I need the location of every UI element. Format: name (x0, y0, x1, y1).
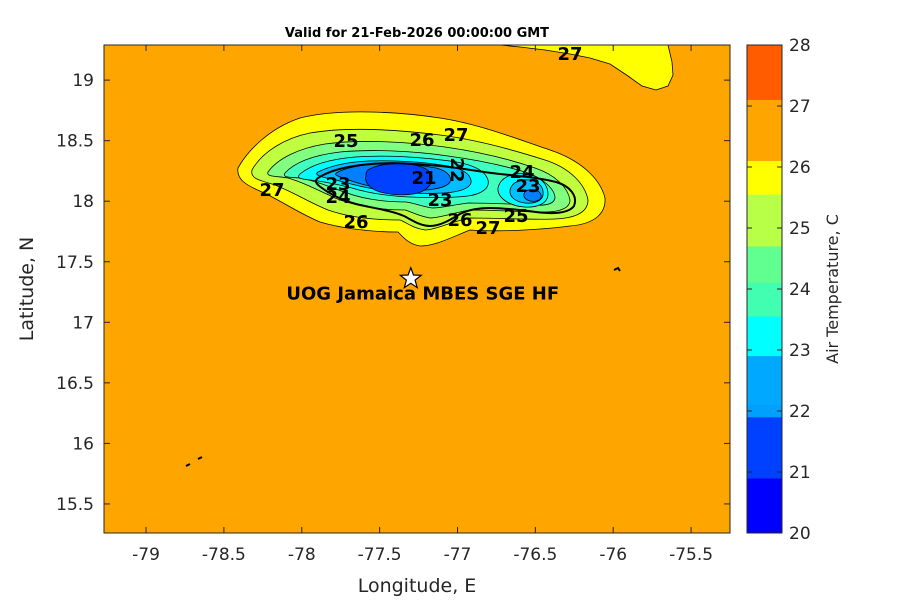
contour-label: 22 (446, 157, 467, 182)
x-tick-label: -77.5 (358, 545, 402, 565)
y-tick-label: 17.5 (56, 253, 94, 273)
x-tick-label: -79 (132, 545, 160, 565)
x-tick-label: -75.5 (669, 545, 713, 565)
y-tick-label: 16 (72, 434, 94, 454)
jamaica-coastline (314, 162, 576, 228)
y-tick-label: 17 (72, 313, 94, 333)
axes-box (103, 44, 731, 534)
contour-label: 24 (509, 162, 534, 183)
island-east (613, 266, 621, 272)
contour-label: 26 (447, 210, 472, 231)
colorbar-swatch (747, 99, 782, 161)
x-tick-label: -77 (444, 545, 472, 565)
contour-label: 27 (259, 180, 284, 201)
colorbar-swatch (747, 316, 782, 357)
y-axis-label: Latitude, N (16, 237, 38, 342)
station-star-icon[interactable] (398, 265, 423, 290)
contour-label: 27 (557, 44, 582, 65)
colorbar (747, 45, 782, 533)
x-axis-label: Longitude, E (358, 575, 477, 597)
colorbar-tick-label: 20 (789, 524, 811, 544)
contour-band-26-ne (499, 45, 674, 91)
colorbar-tick-label: 27 (789, 97, 811, 117)
contour-label: 23 (325, 174, 350, 195)
colorbar-tick-label: 21 (789, 463, 811, 483)
x-axis-ticks: -79 -78.5 -78 -77.5 -77 -76.5 -76 -75.5 (132, 45, 713, 565)
contour-label: 27 (443, 125, 468, 146)
contour-label: 27 (475, 218, 500, 239)
colorbar-tick-label: 22 (789, 402, 811, 422)
colorbar-tick-label: 28 (789, 36, 811, 56)
colorbar-swatch (747, 356, 782, 405)
colorbar-swatch (747, 478, 782, 533)
station-label: UOG Jamaica MBES SGE HF (286, 284, 559, 305)
y-tick-label: 15.5 (56, 495, 94, 515)
x-tick-label: -78.5 (202, 545, 246, 565)
island-sw-1 (185, 463, 191, 467)
y-axis-ticks: 19 18.5 18 17.5 17 16.5 16 15.5 (56, 71, 730, 515)
colorbar-swatch (747, 282, 782, 317)
y-tick-label: 18 (72, 192, 94, 212)
contour-label: 25 (333, 131, 358, 152)
colorbar-tick-label: 24 (789, 280, 811, 300)
colorbar-tick-label: 26 (789, 158, 811, 178)
y-tick-label: 18.5 (56, 132, 94, 152)
colorbar-tick-label: 25 (789, 219, 811, 239)
y-tick-label: 16.5 (56, 374, 94, 394)
colorbar-swatch (747, 417, 782, 479)
contour-label: 25 (503, 206, 528, 227)
colorbar-label: Air Temperature, C (823, 214, 842, 364)
contour-label: 26 (343, 212, 368, 233)
contour-label: 24 (325, 187, 350, 208)
chart-title: Valid for 21-Feb-2026 00:00:00 GMT (285, 26, 549, 41)
colorbar-tick-label: 23 (789, 341, 811, 361)
contour-label: 23 (515, 176, 540, 197)
x-tick-label: -78 (288, 545, 316, 565)
x-tick-label: -76.5 (513, 545, 557, 565)
colorbar-swatch (747, 246, 782, 283)
contour-label: 21 (411, 168, 436, 189)
island-sw-2 (197, 456, 203, 460)
contour-label: 26 (409, 130, 434, 151)
contour-band-east-20 (523, 189, 542, 202)
map-plot-area[interactable]: 27 25 26 27 27 23 24 21 22 24 23 23 26 2… (104, 44, 730, 533)
colorbar-swatch (747, 45, 782, 100)
contour-label: 23 (427, 190, 452, 211)
x-tick-label: -76 (599, 545, 627, 565)
colorbar-swatch (747, 194, 782, 247)
y-tick-label: 19 (72, 71, 94, 91)
colorbar-swatch (747, 160, 782, 195)
contour-labels: 27 25 26 27 27 23 24 21 22 24 23 23 26 2… (259, 44, 582, 239)
colorbar-ticks: 20 21 22 23 24 25 26 27 28 (747, 36, 811, 544)
